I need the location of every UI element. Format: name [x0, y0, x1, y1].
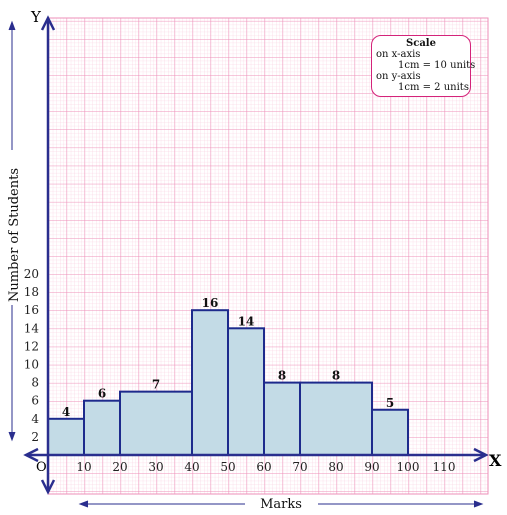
x-axis-name: X — [489, 451, 502, 470]
y-tick-label: 4 — [31, 412, 39, 426]
histogram-bar — [263, 381, 301, 457]
histogram-bar — [227, 327, 265, 456]
y-axis-title: Number of Students — [7, 168, 22, 302]
x-tick-label: 80 — [328, 460, 343, 474]
x-tick-label: 60 — [256, 460, 271, 474]
bar-value-label: 7 — [152, 378, 160, 392]
histogram-bar — [191, 309, 229, 457]
x-tick-label: 20 — [112, 460, 127, 474]
y-axis-arrow-top — [40, 15, 56, 31]
y-title-guide-upper-arrow — [8, 20, 16, 31]
y-tick-label: 8 — [31, 376, 39, 390]
x-tick-label: 110 — [433, 460, 456, 474]
scale-x-axis-label: on x-axis — [376, 49, 421, 60]
histogram-bar — [119, 390, 193, 456]
bar-value-label: 8 — [278, 369, 286, 383]
y-tick-label: 12 — [24, 339, 39, 353]
y-tick-label: 20 — [24, 267, 39, 281]
x-axis-title: Marks — [260, 497, 302, 512]
x-tick-label: 70 — [292, 460, 307, 474]
x-axis-arrow-right — [473, 447, 489, 463]
bar-value-label: 14 — [238, 314, 255, 328]
x-tick-label: 40 — [184, 460, 199, 474]
bar-value-label: 8 — [332, 369, 340, 383]
x-title-guide-right-arrow — [473, 500, 484, 508]
y-title-guide-lower-arrow — [8, 431, 16, 442]
scale-y-axis-label: on y-axis — [376, 71, 421, 82]
y-axis-name: Y — [30, 8, 42, 26]
x-axis-arrow-left — [23, 447, 39, 463]
bar-value-label: 16 — [202, 296, 219, 310]
y-axis-arrow-bottom — [40, 479, 56, 495]
x-tick-label: 90 — [364, 460, 379, 474]
y-tick-label: 2 — [31, 430, 39, 444]
x-title-guide-left-arrow — [78, 500, 89, 508]
y-tick-label: 10 — [24, 358, 39, 372]
scale-legend-box: Scale on x-axis 1cm = 10 units on y-axis… — [371, 35, 476, 97]
x-tick-label: 30 — [148, 460, 163, 474]
scale-y-axis-value: 1cm = 2 units — [398, 82, 469, 93]
origin-label: O — [36, 460, 47, 475]
histogram-bar — [371, 408, 409, 456]
scale-title: Scale — [406, 38, 436, 49]
bar-value-label: 5 — [386, 396, 394, 410]
x-tick-label: 50 — [220, 460, 235, 474]
bar-value-label: 4 — [62, 405, 70, 419]
x-tick-label: 100 — [397, 460, 420, 474]
histogram-bar — [83, 399, 121, 457]
y-tick-label: 6 — [31, 394, 39, 408]
bar-value-label: 6 — [98, 387, 106, 401]
y-tick-label: 14 — [24, 321, 40, 335]
histogram-bar — [299, 381, 373, 457]
y-tick-label: 16 — [24, 303, 39, 317]
x-tick-label: 10 — [76, 460, 91, 474]
scale-x-axis-value: 1cm = 10 units — [398, 60, 476, 71]
histogram-bar — [47, 417, 85, 456]
y-tick-label: 18 — [24, 285, 39, 299]
